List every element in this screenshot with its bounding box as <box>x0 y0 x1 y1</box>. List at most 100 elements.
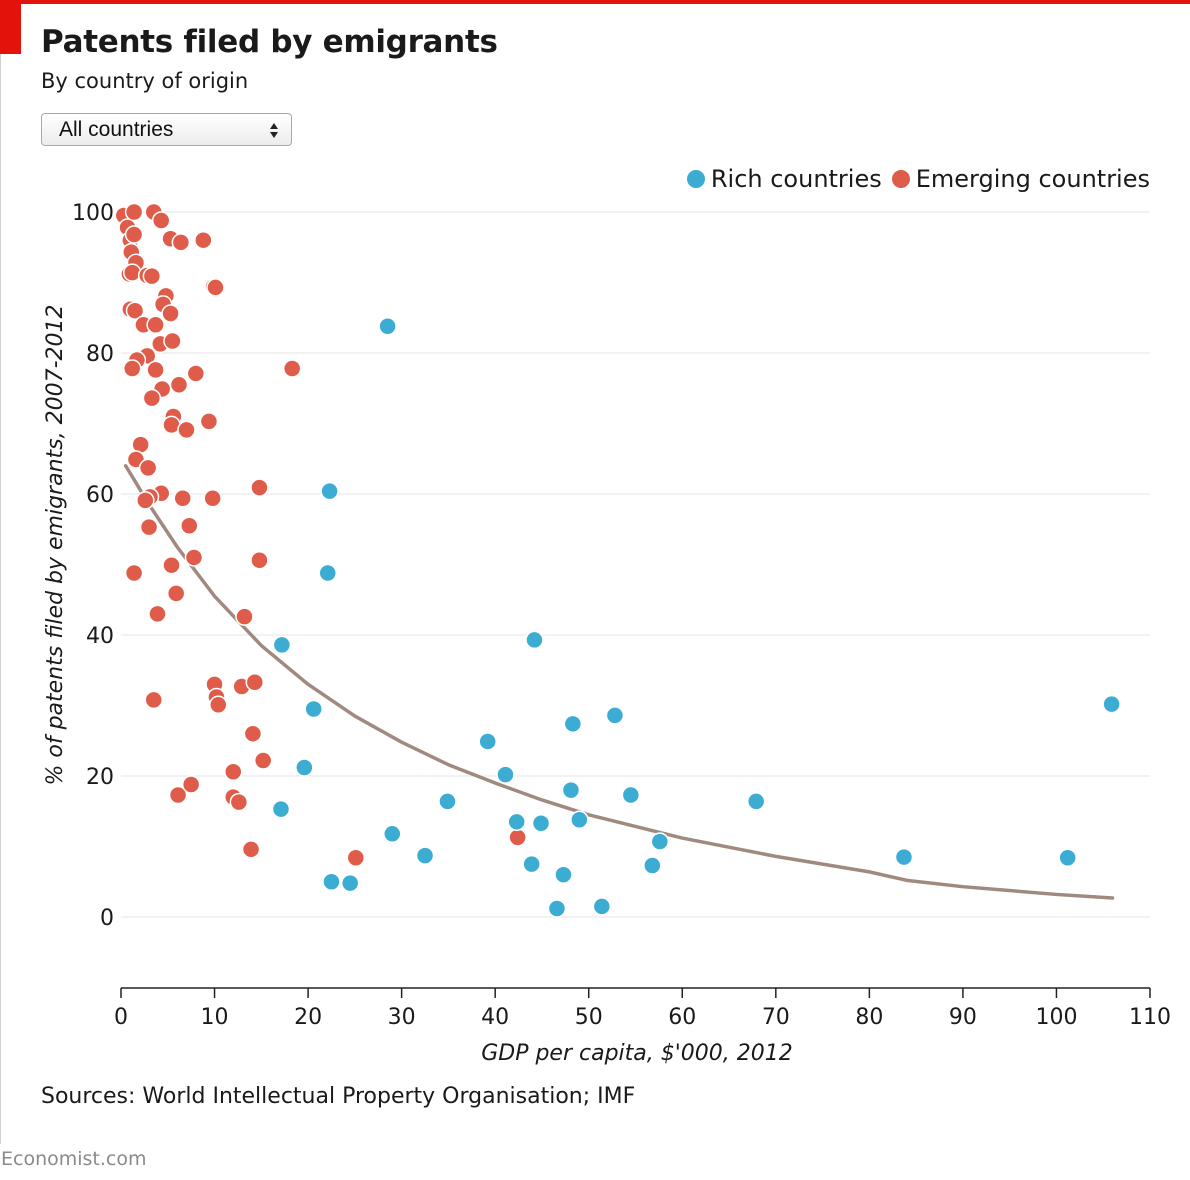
rich-country-point <box>496 765 515 784</box>
emerging-country-point <box>166 584 186 603</box>
top-accent-rule <box>0 0 1190 4</box>
emerging-country-point <box>169 375 189 394</box>
emerging-country-point <box>243 724 263 743</box>
x-tick-label: 90 <box>949 1005 977 1030</box>
legend-item-rich: Rich countries <box>686 165 882 193</box>
emerging-country-point <box>209 695 228 715</box>
emerging-country-point <box>146 360 165 380</box>
y-tick-label: 20 <box>86 765 114 790</box>
x-tick-label: 40 <box>481 1005 509 1030</box>
emerging-country-point <box>508 828 527 847</box>
emerging-country-point <box>124 225 144 244</box>
economist-red-tab <box>0 0 21 54</box>
emerging-country-point <box>138 458 158 478</box>
x-tick-label: 50 <box>575 1005 603 1030</box>
emerging-country-point <box>177 420 196 440</box>
trend-line <box>123 464 1115 900</box>
x-tick-label: 70 <box>762 1005 790 1030</box>
x-tick-label: 100 <box>1035 1005 1077 1030</box>
emerging-country-point <box>229 792 249 812</box>
source-note: Sources: World Intellectual Property Org… <box>41 1084 636 1109</box>
rich-country-point <box>531 813 551 833</box>
rich-country-point <box>563 714 583 734</box>
rich-country-point <box>438 792 457 811</box>
y-tick-label: 0 <box>100 906 114 931</box>
emerging-country-point <box>224 762 243 782</box>
emerging-country-point <box>122 263 142 282</box>
rich-country-point <box>304 699 323 719</box>
emerging-country-point <box>142 388 162 408</box>
emerging-country-point <box>184 548 204 567</box>
chart-subtitle: By country of origin <box>41 69 249 93</box>
emerging-country-point <box>194 230 213 250</box>
rich-country-point <box>643 856 662 875</box>
rich-country-point <box>650 832 670 851</box>
x-tick-label: 0 <box>114 1005 128 1030</box>
rich-country-point <box>322 872 341 891</box>
rich-country-point <box>415 846 435 865</box>
rich-country-point <box>271 799 291 819</box>
emerging-country-point <box>181 775 201 794</box>
rich-country-point <box>570 810 589 829</box>
rich-country-point <box>547 899 567 918</box>
legend-label-emerging: Emerging countries <box>915 165 1150 193</box>
emerging-country-point <box>163 331 182 351</box>
emerging-country-point <box>124 202 144 222</box>
emerging-country-point <box>136 491 155 510</box>
rich-country-point <box>894 847 914 867</box>
emerging-country-point <box>203 488 222 508</box>
rich-country-point <box>525 630 544 650</box>
rich-country-point <box>340 873 360 893</box>
x-axis-title: GDP per capita, $'000, 2012 <box>481 1041 793 1066</box>
emerging-country-point <box>171 233 191 252</box>
rich-country-point <box>746 792 766 811</box>
rich-country-point <box>605 706 625 725</box>
x-tick-label: 20 <box>294 1005 322 1030</box>
x-tick-label: 60 <box>668 1005 696 1030</box>
rich-country-point <box>592 897 612 916</box>
x-tick-label: 10 <box>201 1005 229 1030</box>
emerging-country-point <box>161 304 180 323</box>
rich-country-point <box>561 780 581 800</box>
legend-item-emerging: Emerging countries <box>891 165 1150 193</box>
rich-country-point <box>621 785 641 805</box>
legend-dot-emerging-icon <box>891 170 910 188</box>
rich-country-point <box>1102 694 1121 714</box>
rich-country-point <box>554 865 573 884</box>
emerging-country-point <box>282 359 302 378</box>
emerging-country-point <box>139 517 159 537</box>
emerging-country-point <box>173 488 192 508</box>
emerging-country-point <box>144 690 163 710</box>
emerging-country-point <box>245 672 265 692</box>
chart-title: Patents filed by emigrants <box>41 24 498 60</box>
x-tick-label: 110 <box>1129 1005 1171 1030</box>
chart-legend: Rich countries Emerging countries <box>677 164 1150 194</box>
emerging-country-point <box>146 315 165 335</box>
emerging-country-point <box>162 555 181 575</box>
emerging-country-point <box>199 412 219 431</box>
rich-country-point <box>320 481 339 501</box>
emerging-country-point <box>124 563 144 583</box>
emerging-country-point <box>180 516 199 535</box>
rich-country-point <box>272 635 292 655</box>
emerging-country-point <box>346 848 366 868</box>
rich-country-point <box>295 758 314 777</box>
y-tick-label: 80 <box>86 342 114 367</box>
y-tick-label: 40 <box>86 624 114 649</box>
left-border-rule <box>0 54 1 1144</box>
y-axis-title: % of patents filed by emigrants, 2007-20… <box>43 304 68 785</box>
x-tick-label: 30 <box>388 1005 416 1030</box>
emerging-country-point <box>168 785 188 805</box>
x-tick-label: 80 <box>855 1005 883 1030</box>
emerging-country-point <box>151 211 171 230</box>
emerging-country-point <box>235 607 254 626</box>
emerging-country-point <box>186 364 206 383</box>
y-tick-label: 60 <box>86 483 114 508</box>
country-filter-select[interactable]: All countries <box>41 113 292 146</box>
rich-country-point <box>383 824 402 844</box>
brand-wordmark: Economist.com <box>1 1148 147 1170</box>
y-tick-label: 100 <box>72 201 114 226</box>
country-filter-value: All countries <box>59 118 174 141</box>
rich-country-point <box>378 316 397 336</box>
